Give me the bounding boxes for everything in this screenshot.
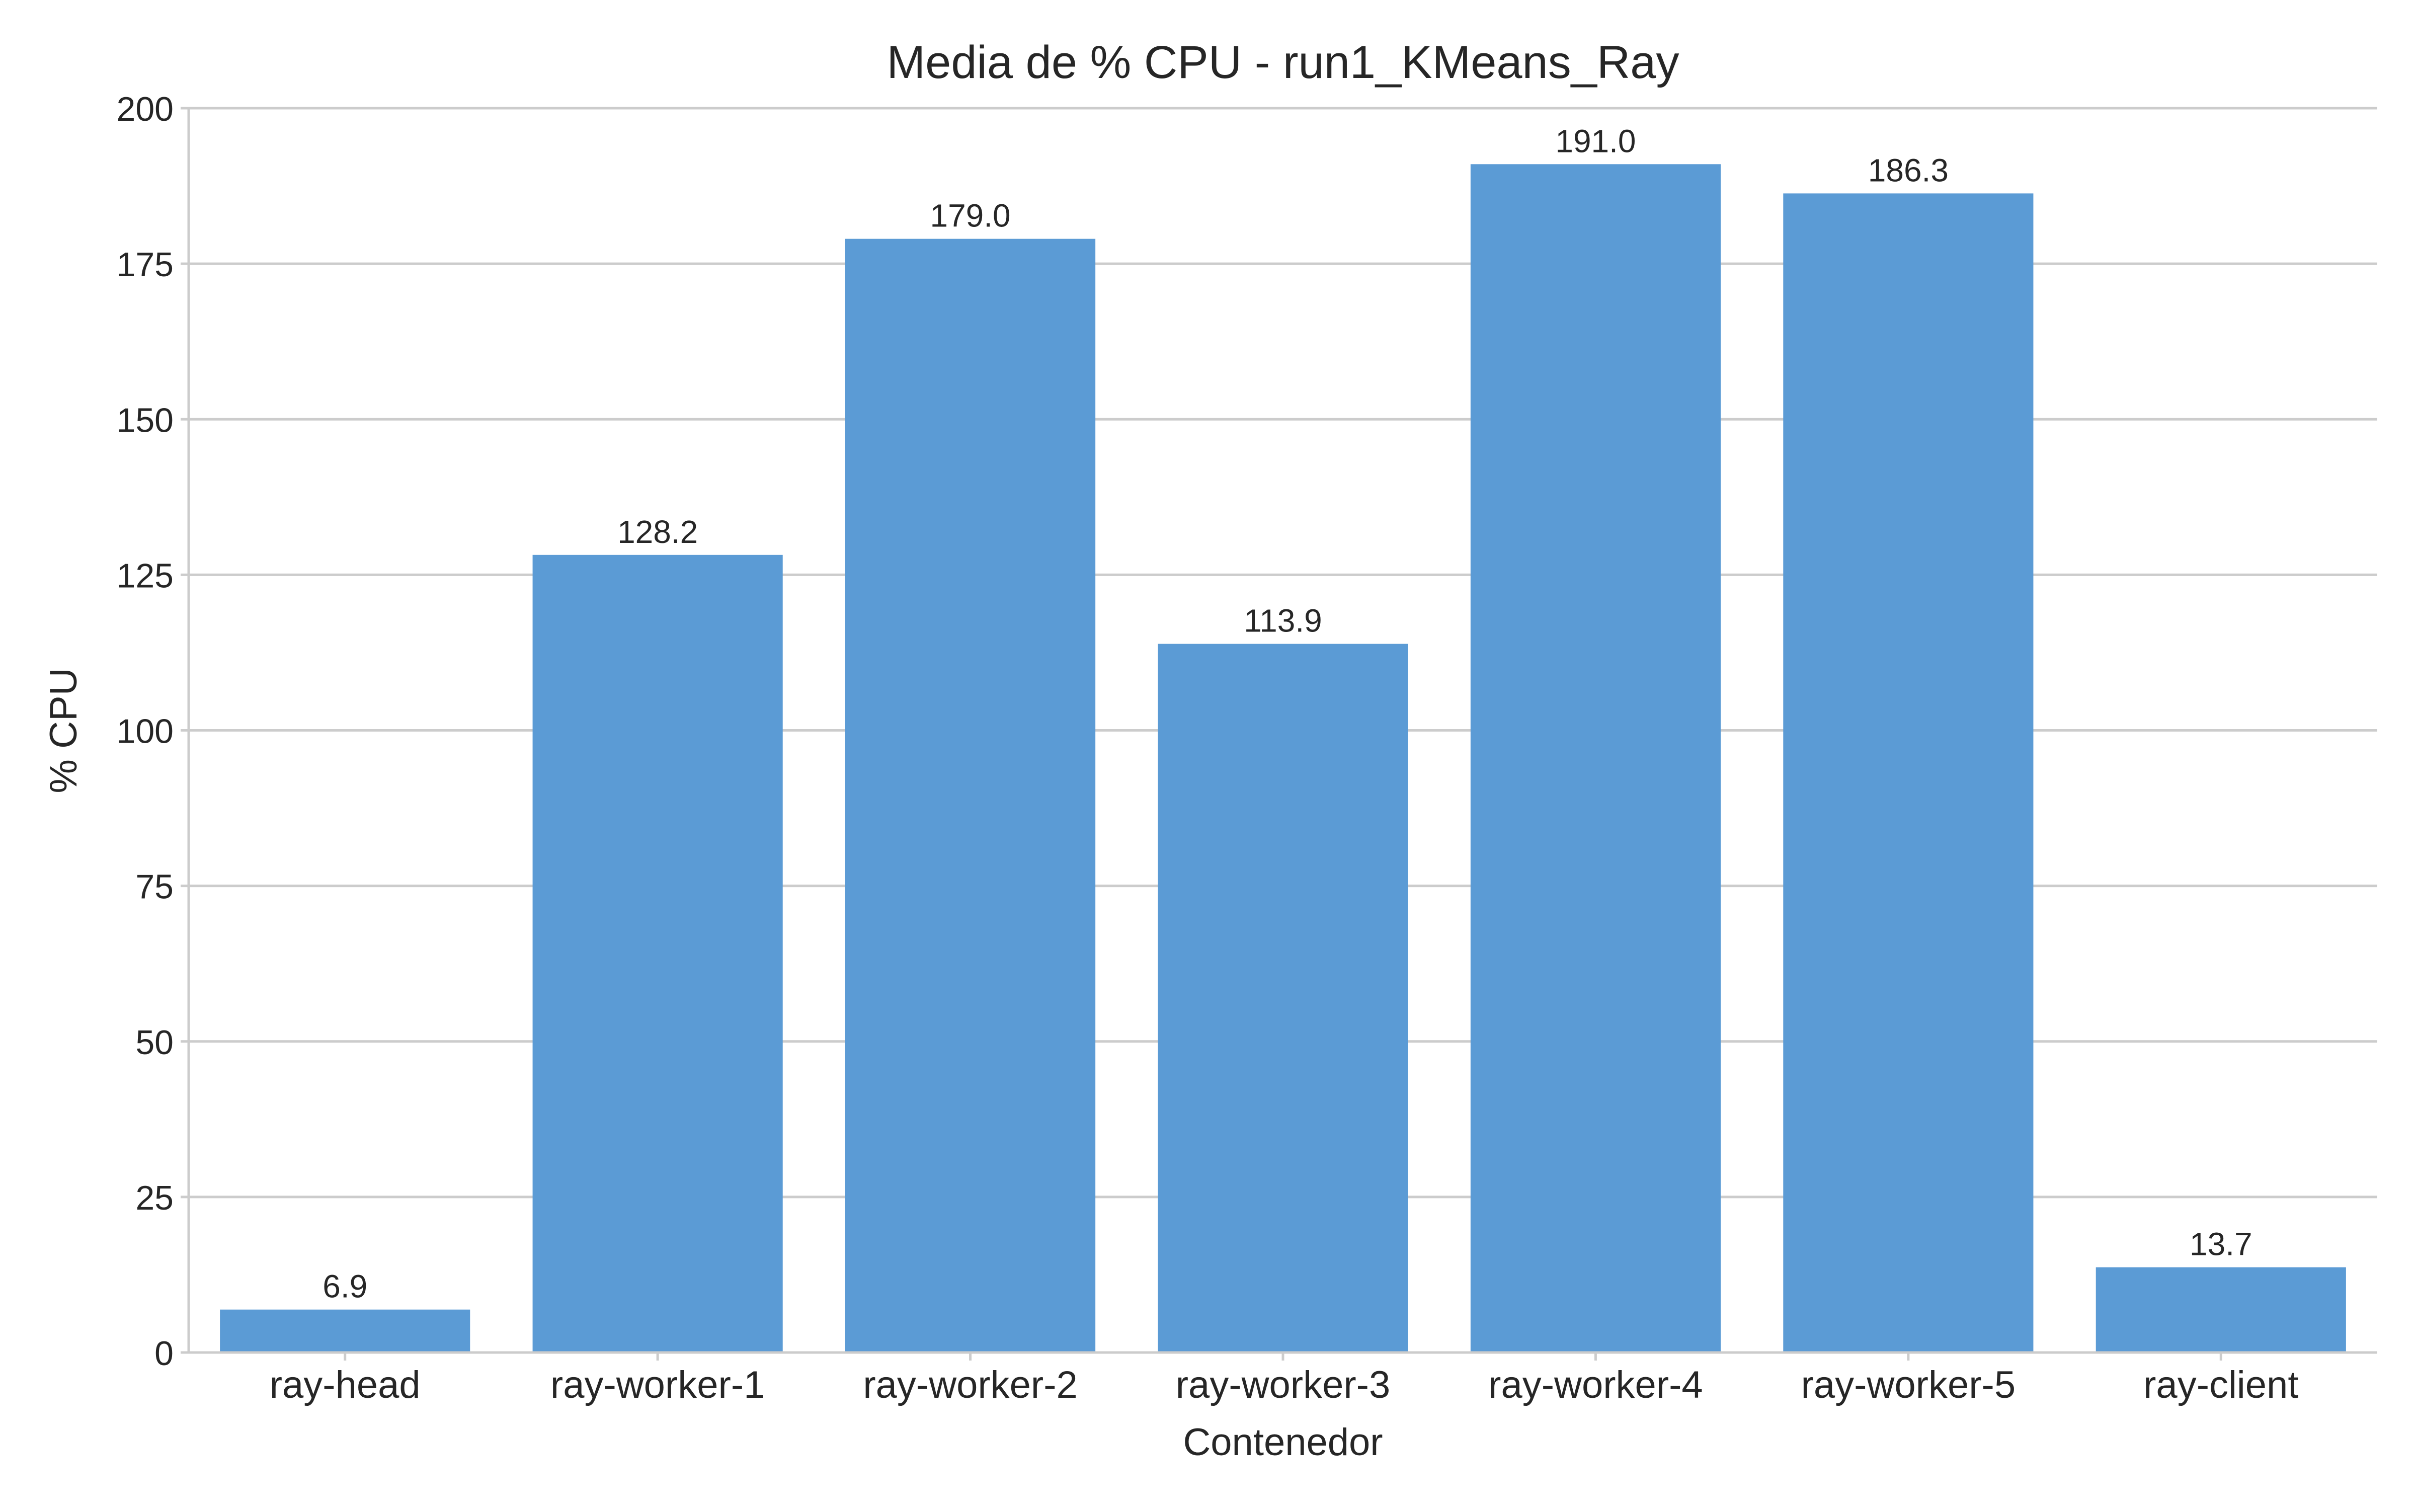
- x-tick-label: ray-head: [270, 1364, 421, 1406]
- x-axis-label: Contenedor: [1183, 1421, 1383, 1464]
- axes: [181, 107, 2377, 1361]
- y-tick-label: 125: [117, 556, 174, 595]
- bar-ray-worker-2: [845, 238, 1096, 1352]
- bar-value-label: 191.0: [1555, 123, 1636, 159]
- bar-value-label: 13.7: [2190, 1226, 2252, 1262]
- x-tick-label: ray-worker-4: [1488, 1364, 1703, 1406]
- bar-value-label: 128.2: [617, 514, 698, 550]
- x-tick-label: ray-worker-2: [863, 1364, 1078, 1406]
- y-tick-label: 175: [117, 246, 174, 284]
- y-tick-label: 150: [117, 401, 174, 439]
- x-tick-label: ray-worker-5: [1801, 1364, 2016, 1406]
- y-tick-label: 25: [135, 1179, 174, 1217]
- y-tick-label: 200: [117, 90, 174, 128]
- bars: [220, 164, 2346, 1353]
- bar-value-label: 179.0: [930, 198, 1010, 234]
- bar-value-label: 113.9: [1244, 603, 1322, 639]
- y-axis-label: % CPU: [42, 668, 85, 793]
- y-tick-label: 75: [135, 868, 174, 906]
- x-tick-label: ray-worker-3: [1176, 1364, 1391, 1406]
- bar-ray-worker-4: [1470, 164, 1721, 1353]
- bar-ray-worker-1: [532, 554, 783, 1352]
- x-tick-label: ray-worker-1: [550, 1364, 765, 1406]
- bar-ray-client: [2096, 1267, 2346, 1352]
- bar-ray-worker-3: [1158, 644, 1408, 1352]
- chart-title: Media de % CPU - run1_KMeans_Ray: [887, 37, 1679, 88]
- y-tick-label: 100: [117, 712, 174, 751]
- x-tick-label: ray-client: [2143, 1364, 2298, 1406]
- y-tick-label: 0: [154, 1334, 174, 1373]
- bar-value-label: 186.3: [1868, 152, 1949, 188]
- labels: 0 25 50 75 100 125 150 175 200 ray-head 6.9 ray-wor…: [117, 90, 2299, 1406]
- bar-ray-worker-5: [1783, 193, 2034, 1353]
- y-tick-label: 50: [135, 1023, 174, 1062]
- bar-ray-head: [220, 1309, 470, 1352]
- bar-value-label: 6.9: [323, 1268, 367, 1305]
